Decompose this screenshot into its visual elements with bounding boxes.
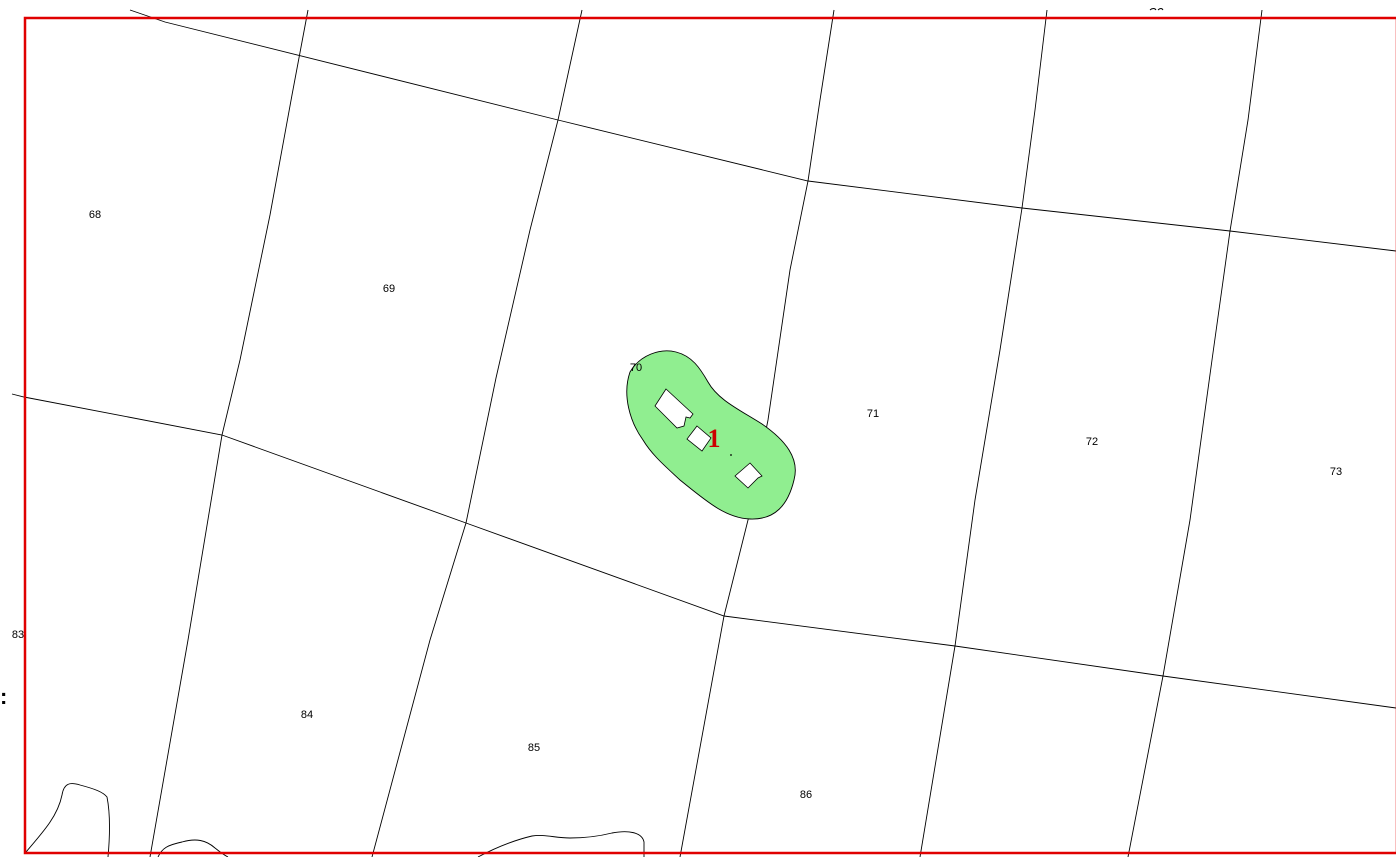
edge-mark: : [0,684,7,709]
parcel-boundaries [11,8,1396,857]
parcel-label: 72 [1086,436,1098,448]
parcel-labels: 68 69 70 71 72 73 83 84 85 86 [12,209,1342,801]
map-frame [23,16,1396,855]
parcel-label: 70 [630,362,642,374]
site-area[interactable]: 1 [626,350,796,520]
parcel-label: 73 [1330,466,1342,478]
parcel-label: 68 [89,209,101,221]
survey-point [730,454,732,456]
boundary-line-v2 [371,9,583,857]
boundary-line-v3 [679,9,835,857]
parcel-label: 86 [800,789,812,801]
boundary-line-v1 [149,9,309,857]
parcel-label: 83 [12,629,24,641]
parcel-label: 69 [383,283,395,295]
contour-left [25,783,110,857]
contour-mid-left [157,839,229,857]
building-footprint [686,425,712,452]
parcel-label: 85 [528,742,540,754]
boundary-line-v4 [919,9,1048,857]
parcel-label: 71 [867,408,879,420]
building-footprint [734,462,763,489]
boundary-line-v5 [1127,9,1263,857]
parcel-label: 84 [301,709,313,721]
contour-mid [477,831,645,857]
building-footprint [654,388,694,429]
boundary-line-north [129,9,1396,252]
boundary-line-middle [11,393,1396,709]
site-number-label: 1 [708,424,721,453]
contour-small-top [1149,8,1164,11]
